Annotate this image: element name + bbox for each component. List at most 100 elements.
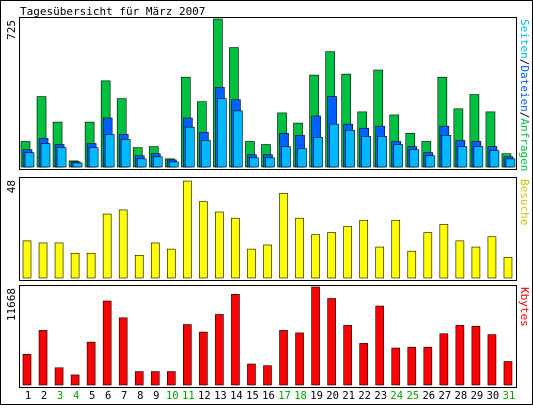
right-label-part-hits-0: Seiten [518,19,531,59]
bar-kbytes-day-27 [439,333,449,386]
x-label-day-29: 29 [471,390,484,402]
bar-visits-day-8 [134,255,144,279]
bar-visits-day-29 [471,246,481,279]
bar-seiten-day-13 [217,98,227,168]
bar-seiten-day-18 [297,148,307,168]
x-label-day-28: 28 [455,390,468,402]
ymax-label-kbytes: 11668 [5,288,18,321]
bar-seiten-day-26 [425,155,436,168]
bar-kbytes-day-24 [391,347,401,386]
bar-seiten-day-11 [185,126,195,168]
x-label-day-7: 7 [121,390,127,402]
bar-kbytes-day-15 [247,363,256,386]
x-label-day-18: 18 [294,390,307,402]
bar-visits-day-17 [279,193,288,279]
right-label-hits: Seiten/Dateien/Anfragen [518,19,531,171]
x-label-day-10: 10 [166,390,179,402]
bar-kbytes-day-4 [70,374,80,386]
bar-kbytes-day-28 [455,325,465,386]
bar-visits-day-6 [102,213,112,279]
bar-kbytes-day-3 [54,367,64,386]
bar-visits-day-3 [54,242,64,279]
x-label-day-11: 11 [182,390,195,402]
bar-kbytes-day-9 [150,371,160,386]
bar-visits-day-13 [215,211,224,279]
x-label-day-9: 9 [153,390,159,402]
bar-kbytes-day-17 [279,330,288,386]
bar-kbytes-day-18 [295,332,304,386]
bar-seiten-day-1 [24,152,35,168]
bar-seiten-day-30 [489,150,500,168]
bar-seiten-day-6 [104,134,115,168]
bar-kbytes-day-7 [118,317,128,386]
bar-kbytes-day-13 [215,314,224,386]
bar-kbytes-day-20 [327,298,336,386]
x-label-day-23: 23 [374,390,387,402]
x-label-day-31: 31 [503,390,516,402]
bar-visits-day-5 [86,252,96,279]
x-label-day-16: 16 [262,390,275,402]
bar-kbytes-day-21 [343,325,352,386]
x-label-day-13: 13 [214,390,227,402]
right-label-part-kbytes-0: Kbytes [518,287,531,327]
bar-visits-day-27 [439,224,449,279]
x-label-day-4: 4 [73,390,79,402]
x-label-day-3: 3 [57,390,63,402]
bar-kbytes-day-29 [471,325,481,386]
bar-seiten-day-3 [56,147,67,168]
chart-title: Tagesübersicht für März 2007 [20,5,205,18]
x-label-day-25: 25 [406,390,419,402]
bar-visits-day-18 [295,217,304,279]
right-label-visits: Besuche [518,179,531,225]
x-label-day-8: 8 [137,390,143,402]
bar-visits-day-19 [311,234,320,279]
bar-visits-day-16 [263,244,272,279]
bar-kbytes-day-1 [22,354,32,386]
bar-seiten-day-24 [393,144,404,168]
bar-kbytes-day-6 [102,300,112,386]
x-label-day-22: 22 [358,390,371,402]
bar-visits-day-20 [327,232,336,279]
bar-kbytes-day-11 [183,324,192,386]
x-label-day-26: 26 [422,390,435,402]
bar-seiten-day-15 [249,157,259,168]
bar-visits-day-10 [166,248,176,279]
bar-visits-day-9 [150,242,160,279]
bar-seiten-day-19 [313,137,323,168]
ymax-label-hits: 725 [5,20,18,40]
right-label-part-hits-1: / [518,59,531,66]
bar-visits-day-14 [231,217,240,279]
x-label-day-30: 30 [487,390,500,402]
x-label-day-5: 5 [89,390,95,402]
bar-kbytes-day-2 [38,330,48,386]
bar-kbytes-day-5 [86,341,96,386]
bar-seiten-day-21 [345,129,355,168]
bar-seiten-day-14 [233,110,243,168]
bar-seiten-day-27 [441,135,452,168]
right-label-part-hits-3: / [518,112,531,119]
bar-seiten-day-25 [409,149,420,168]
panel-kbytes: 11668 Kbytes [5,285,531,388]
x-axis-labels: 1 2 3 4 5 6 7 8 9 10 11 12 13 14 15 16 17 18 19 20 21 22 23 24 2… [25,390,515,402]
bar-seiten-day-16 [265,157,275,168]
bar-seiten-day-10 [168,161,179,168]
bar-seiten-day-22 [361,136,371,168]
bar-seiten-day-28 [457,146,468,168]
x-label-day-20: 20 [326,390,339,402]
bar-visits-day-7 [118,209,128,279]
bar-seiten-day-8 [136,158,147,168]
bar-visits-day-28 [455,240,465,279]
bar-seiten-day-17 [281,146,291,168]
panel-hits: 725 Seiten/Dateien/Anfragen [5,17,531,171]
x-label-day-14: 14 [230,390,243,402]
bar-kbytes-day-31 [503,361,513,386]
bar-seiten-day-20 [329,123,339,168]
x-label-day-24: 24 [390,390,403,402]
bar-seiten-day-7 [120,139,131,168]
bar-seiten-day-23 [377,136,388,168]
bar-kbytes-day-8 [134,371,144,386]
bar-visits-day-24 [391,219,401,279]
